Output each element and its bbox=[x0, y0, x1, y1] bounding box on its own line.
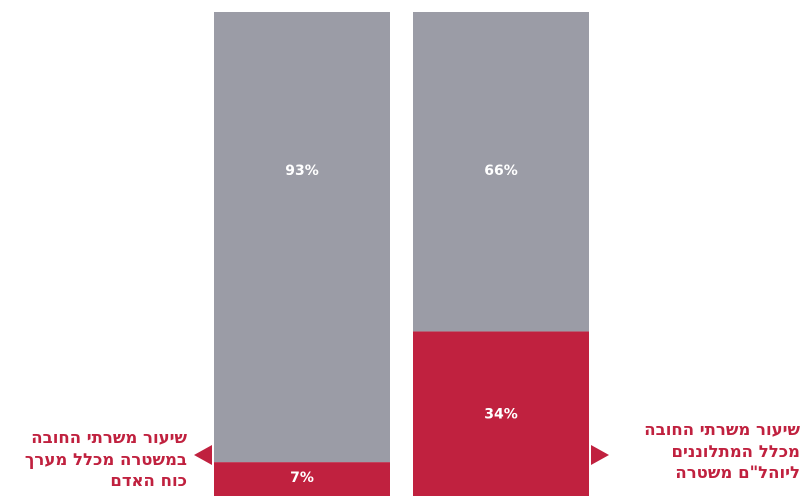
category-label-line: מכלל המתלוננים bbox=[671, 441, 801, 461]
category-label-line: במשטרה מכלל מערך bbox=[24, 449, 187, 469]
data-label: 7% bbox=[290, 470, 314, 486]
data-label: 93% bbox=[285, 163, 319, 179]
category-label-left: שיעור משרתי החובה במשטרה מכלל מערך כוח ה… bbox=[25, 427, 187, 492]
bar-segment-1-1 bbox=[214, 462, 390, 496]
data-label: 34% bbox=[484, 407, 518, 423]
bars-layer: 7% 93% 34% 66% bbox=[214, 12, 589, 496]
bar-segment-2-1 bbox=[413, 331, 589, 496]
bar-segment-2-2 bbox=[413, 12, 589, 332]
triangle-right-icon bbox=[591, 445, 609, 465]
category-label-line: ליוהל"ם משטרה bbox=[675, 463, 800, 482]
category-label-right: שיעור משרתי החובה מכלל המתלוננים ליוהל"ם… bbox=[644, 419, 800, 484]
category-label-line: שיעור משרתי החובה bbox=[644, 420, 800, 439]
triangle-left-icon bbox=[194, 445, 212, 465]
category-label-line: כוח האדם bbox=[110, 471, 187, 490]
data-label: 66% bbox=[484, 163, 518, 179]
category-label-line: שיעור משרתי החובה bbox=[31, 428, 187, 447]
bar-segment-1-2 bbox=[214, 12, 390, 463]
